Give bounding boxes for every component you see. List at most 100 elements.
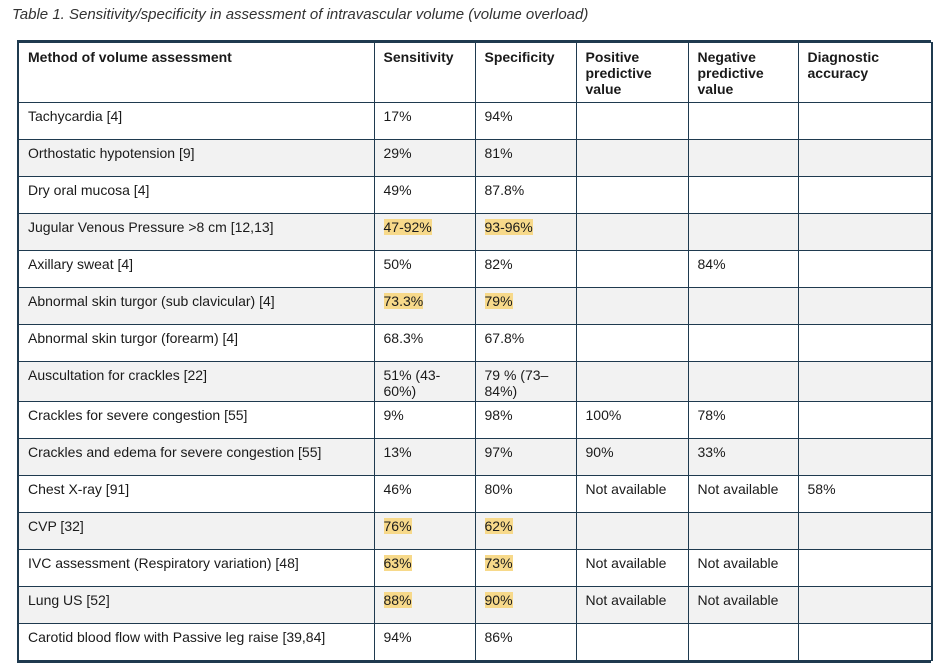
table-row: Chest X-ray [91] 46% 80% Not available Not a…	[17, 475, 933, 513]
cell-ppv-text: Not available	[585, 555, 667, 571]
cell-sensitivity-text: 17%	[383, 108, 412, 124]
cell-specificity-text: 79 % (73–84%)	[484, 367, 549, 399]
table-body: Tachycardia [4] 17% 94% Orthostatic hypoten…	[17, 102, 933, 661]
cell-specificity-text: 62%	[484, 518, 513, 534]
cell-accuracy	[797, 623, 933, 661]
cell-npv	[687, 102, 799, 140]
header-accuracy: Diagnostic accuracy	[797, 42, 933, 103]
cell-npv	[687, 287, 799, 325]
cell-sensitivity: 17%	[373, 102, 476, 140]
cell-specificity-text: 67.8%	[484, 330, 525, 346]
cell-accuracy	[797, 287, 933, 325]
header-method: Method of volume assessment	[17, 42, 375, 103]
cell-ppv: Not available	[575, 549, 689, 587]
cell-specificity-text: 82%	[484, 256, 513, 272]
cell-method: Tachycardia [4]	[17, 102, 375, 140]
cell-accuracy	[797, 512, 933, 550]
cell-method: Crackles and edema for severe congestion…	[17, 438, 375, 476]
cell-accuracy	[797, 250, 933, 288]
table-row: Tachycardia [4] 17% 94%	[17, 102, 933, 140]
cell-ppv	[575, 512, 689, 550]
cell-npv	[687, 361, 799, 402]
cell-sensitivity: 63%	[373, 549, 476, 587]
cell-sensitivity-text: 76%	[383, 518, 412, 534]
cell-sensitivity-text: 88%	[383, 592, 412, 608]
cell-ppv: 90%	[575, 438, 689, 476]
table-caption: Table 1. Sensitivity/specificity in asse…	[12, 6, 589, 23]
cell-specificity: 81%	[474, 139, 577, 177]
cell-method-text: Carotid blood flow with Passive leg rais…	[28, 629, 326, 645]
cell-sensitivity-text: 49%	[383, 182, 412, 198]
cell-method-text: CVP [32]	[28, 518, 84, 534]
cell-sensitivity-text: 73.3%	[383, 293, 424, 309]
cell-npv	[687, 213, 799, 251]
cell-sensitivity: 68.3%	[373, 324, 476, 362]
cell-specificity-text: 73%	[484, 555, 513, 571]
cell-npv-text: Not available	[697, 555, 779, 571]
cell-ppv-text: 90%	[585, 444, 614, 460]
cell-npv: 84%	[687, 250, 799, 288]
cell-sensitivity-text: 9%	[383, 407, 404, 423]
cell-npv	[687, 324, 799, 362]
cell-specificity: 98%	[474, 401, 577, 439]
cell-specificity-text: 98%	[484, 407, 513, 423]
cell-accuracy	[797, 102, 933, 140]
cell-sensitivity-text: 46%	[383, 481, 412, 497]
cell-specificity-text: 93-96%	[484, 219, 533, 235]
cell-specificity: 94%	[474, 102, 577, 140]
cell-method-text: Chest X-ray [91]	[28, 481, 130, 497]
table-row: Jugular Venous Pressure >8 cm [12,13] 47-…	[17, 213, 933, 251]
cell-sensitivity-text: 63%	[383, 555, 412, 571]
cell-method: Crackles for severe congestion [55]	[17, 401, 375, 439]
header-npv: Negative predictive value	[687, 42, 799, 103]
header-row: Method of volume assessment Sensitivity …	[17, 42, 933, 103]
cell-sensitivity: 29%	[373, 139, 476, 177]
cell-sensitivity-text: 51% (43-60%)	[383, 367, 441, 399]
cell-ppv-text: Not available	[585, 592, 667, 608]
cell-sensitivity-text: 68.3%	[383, 330, 424, 346]
cell-accuracy	[797, 549, 933, 587]
cell-sensitivity-text: 13%	[383, 444, 412, 460]
cell-method-text: Axillary sweat [4]	[28, 256, 134, 272]
cell-accuracy	[797, 324, 933, 362]
cell-method-text: Abnormal skin turgor (sub clavicular) [4…	[28, 293, 275, 309]
cell-npv: 33%	[687, 438, 799, 476]
cell-specificity-text: 87.8%	[484, 182, 525, 198]
cell-ppv	[575, 623, 689, 661]
cell-accuracy	[797, 361, 933, 402]
cell-method: IVC assessment (Respiratory variation) […	[17, 549, 375, 587]
cell-method-text: Crackles for severe congestion [55]	[28, 407, 248, 423]
cell-npv-text: Not available	[697, 592, 779, 608]
table-row: Abnormal skin turgor (sub clavicular) [4…	[17, 287, 933, 325]
cell-ppv: Not available	[575, 475, 689, 513]
cell-method-text: Orthostatic hypotension [9]	[28, 145, 195, 161]
cell-npv: Not available	[687, 475, 799, 513]
table-container: Method of volume assessment Sensitivity …	[17, 40, 933, 663]
table-row: CVP [32] 76% 62%	[17, 512, 933, 550]
cell-method-text: Tachycardia [4]	[28, 108, 123, 124]
table-row: Axillary sweat [4] 50% 82% 84%	[17, 250, 933, 288]
cell-accuracy	[797, 586, 933, 624]
cell-method: Orthostatic hypotension [9]	[17, 139, 375, 177]
cell-specificity: 93-96%	[474, 213, 577, 251]
cell-method-text: Jugular Venous Pressure >8 cm [12,13]	[28, 219, 274, 235]
cell-method: Lung US [52]	[17, 586, 375, 624]
cell-specificity-text: 97%	[484, 444, 513, 460]
cell-ppv	[575, 102, 689, 140]
cell-sensitivity: 9%	[373, 401, 476, 439]
cell-ppv: Not available	[575, 586, 689, 624]
cell-specificity-text: 80%	[484, 481, 513, 497]
cell-npv	[687, 512, 799, 550]
cell-specificity-text: 86%	[484, 629, 513, 645]
cell-npv	[687, 139, 799, 177]
cell-method-text: Abnormal skin turgor (forearm) [4]	[28, 330, 239, 346]
table-row: Dry oral mucosa [4] 49% 87.8%	[17, 176, 933, 214]
cell-sensitivity-text: 47-92%	[383, 219, 432, 235]
cell-sensitivity-text: 94%	[383, 629, 412, 645]
cell-ppv-text: 100%	[585, 407, 622, 423]
cell-sensitivity: 47-92%	[373, 213, 476, 251]
cell-accuracy-text: 58%	[807, 481, 836, 497]
cell-specificity-text: 94%	[484, 108, 513, 124]
cell-sensitivity-text: 29%	[383, 145, 412, 161]
header-sensitivity: Sensitivity	[373, 42, 476, 103]
